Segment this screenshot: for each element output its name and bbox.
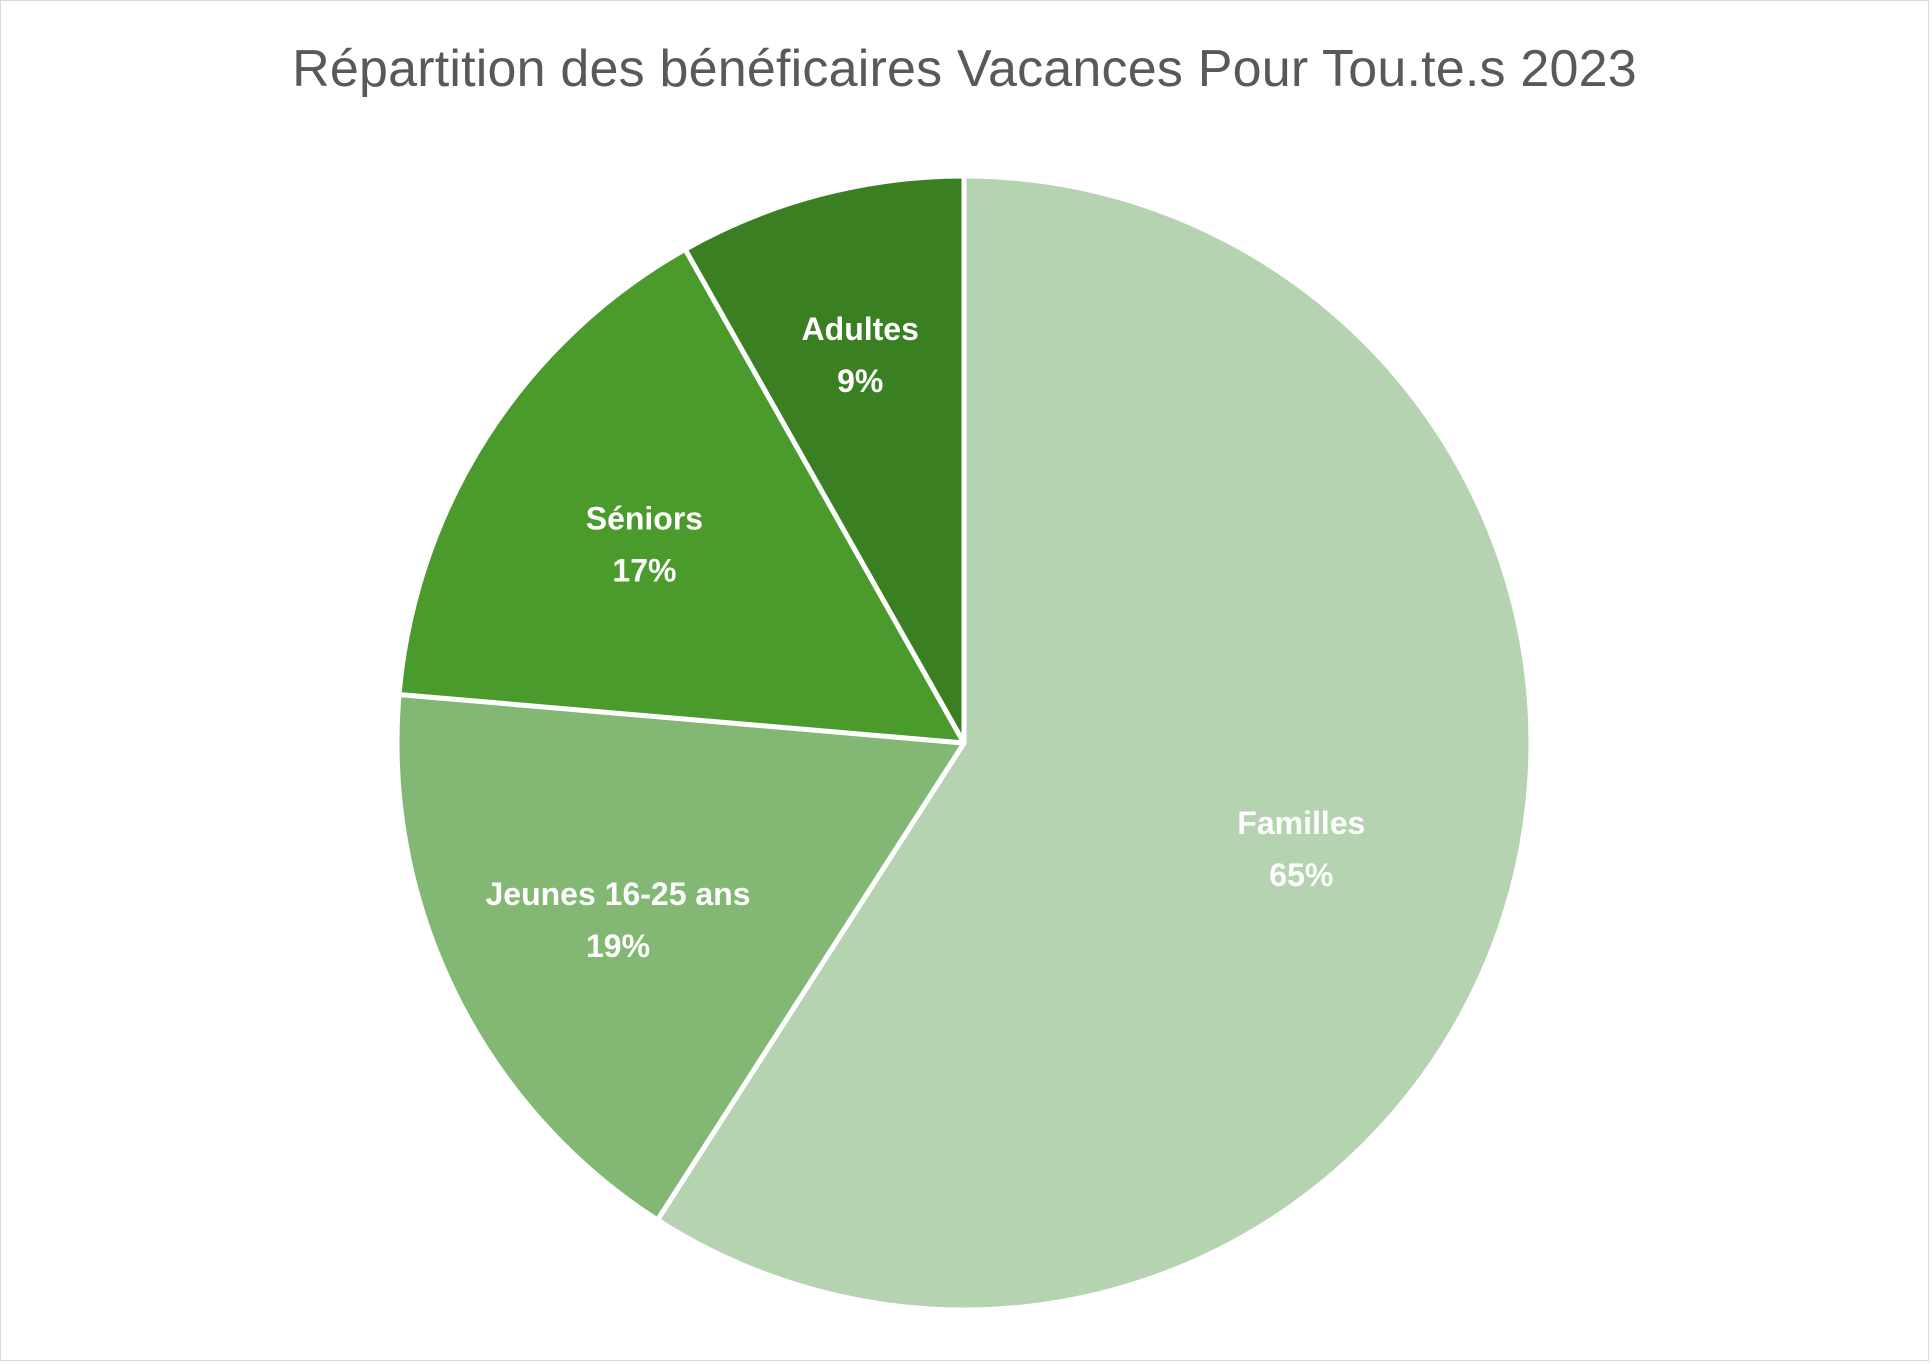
slice-value-label: 9%	[837, 363, 883, 399]
pie-slice-familles	[654, 173, 1534, 1313]
chart-title: Répartition des bénéficaires Vacances Po…	[292, 40, 1637, 98]
slice-category-label: Séniors	[586, 501, 703, 537]
slice-value-label: 17%	[612, 553, 676, 589]
slice-value-label: 65%	[1269, 857, 1333, 893]
slice-value-label: 19%	[586, 928, 650, 964]
pie-slice-s-niors	[396, 246, 967, 746]
pie-slice-jeunes-16-25-ans	[394, 691, 967, 1223]
pie-slice-adultes	[682, 173, 967, 746]
slice-category-label: Adultes	[802, 311, 919, 347]
slice-category-label: Jeunes 16-25 ans	[485, 876, 750, 912]
slice-category-label: Familles	[1237, 805, 1365, 841]
